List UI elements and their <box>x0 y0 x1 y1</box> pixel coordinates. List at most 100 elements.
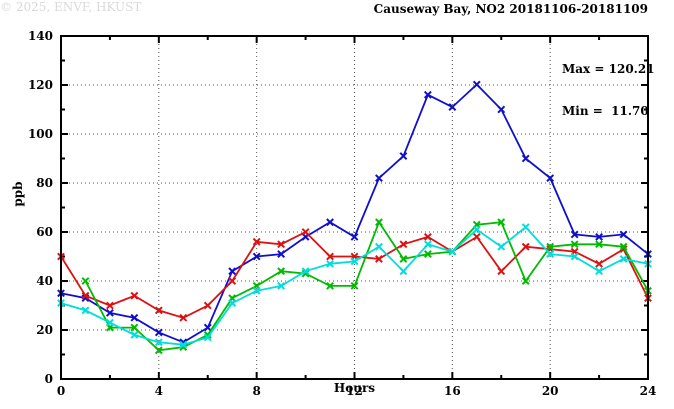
point-marker <box>399 240 408 249</box>
max-annotation: Max = 120.21 <box>562 62 655 76</box>
point-marker <box>106 301 114 310</box>
point-marker <box>301 269 310 278</box>
point-marker <box>423 250 432 258</box>
point-marker <box>277 267 286 276</box>
point-marker <box>130 291 139 300</box>
y-tick-label: 100 <box>28 127 53 141</box>
x-tick-label: 12 <box>346 384 363 398</box>
point-marker <box>154 346 163 355</box>
point-marker <box>497 105 506 114</box>
x-tick-label: 8 <box>252 384 260 398</box>
point-marker <box>130 323 139 332</box>
point-marker <box>521 242 530 251</box>
chart-title: Causeway Bay, NO2 20181106-20181109 <box>373 2 648 16</box>
point-marker <box>154 328 163 337</box>
point-marker <box>399 152 408 160</box>
point-marker <box>375 218 383 227</box>
y-tick-label: 20 <box>36 323 53 337</box>
point-marker <box>448 103 457 111</box>
point-marker <box>203 333 212 342</box>
point-marker <box>252 237 261 246</box>
point-marker <box>81 291 90 300</box>
max-min-annotation: Max = 120.21 Min = 11.70 <box>562 34 655 146</box>
point-marker <box>326 252 334 261</box>
x-tick-label: 16 <box>444 384 461 398</box>
point-marker <box>179 340 188 349</box>
point-marker <box>423 232 432 241</box>
watermark: © 2025, ENVF, HKUST <box>0 0 142 14</box>
point-marker <box>472 80 481 89</box>
point-marker <box>595 259 603 268</box>
point-marker <box>130 330 139 339</box>
point-marker <box>277 281 286 290</box>
point-marker <box>375 255 383 263</box>
point-marker <box>130 313 139 322</box>
point-marker <box>301 267 310 276</box>
point-marker <box>252 252 261 261</box>
green-line-markers <box>81 218 652 355</box>
point-marker <box>301 228 310 236</box>
y-tick-label: 0 <box>45 372 53 386</box>
min-annotation: Min = 11.70 <box>562 104 649 118</box>
point-marker <box>203 330 212 339</box>
point-marker <box>154 306 163 315</box>
point-marker <box>521 154 530 163</box>
green-line-segment <box>84 220 649 352</box>
y-tick-label: 60 <box>36 225 53 239</box>
point-marker <box>203 323 212 332</box>
point-marker <box>399 267 408 276</box>
point-marker <box>595 240 603 249</box>
point-marker <box>595 267 603 276</box>
point-marker <box>350 232 359 241</box>
point-marker <box>546 174 555 183</box>
red-line-markers <box>57 228 652 322</box>
point-marker <box>81 306 90 315</box>
point-marker <box>154 338 163 347</box>
y-tick-label: 40 <box>36 274 53 288</box>
point-marker <box>619 245 628 254</box>
point-marker <box>497 218 506 227</box>
point-marker <box>106 308 114 317</box>
point-marker <box>277 250 286 258</box>
point-marker <box>546 250 555 258</box>
point-marker <box>326 259 334 268</box>
point-marker <box>399 255 408 263</box>
y-tick-label: 80 <box>36 176 53 190</box>
point-marker <box>350 281 359 290</box>
tick-labels: 0 20 40 60 80 100 120 140 0 4 8 12 16 20 24 <box>28 29 656 398</box>
point-marker <box>521 223 530 232</box>
point-marker <box>375 242 383 251</box>
point-marker <box>595 232 603 241</box>
point-marker <box>326 281 334 290</box>
y-tick-label: 140 <box>28 29 53 43</box>
point-marker <box>277 240 286 249</box>
point-marker <box>472 225 481 234</box>
line-plot-canvas: 0 20 40 60 80 100 120 140 0 4 8 12 16 20 24 <box>28 29 656 398</box>
point-marker <box>570 240 579 249</box>
point-marker <box>326 218 334 227</box>
point-marker <box>521 277 530 285</box>
point-marker <box>228 299 237 307</box>
y-tick-label: 120 <box>28 78 53 92</box>
point-marker <box>619 255 628 263</box>
x-axis-label: Hours <box>333 381 376 395</box>
blue-line-markers <box>57 80 652 347</box>
point-marker <box>350 257 359 266</box>
point-marker <box>252 286 261 295</box>
point-marker <box>619 230 628 239</box>
point-marker <box>448 247 457 256</box>
point-marker <box>423 240 432 249</box>
y-axis-label: ppb <box>11 181 25 207</box>
plot-border <box>60 35 649 380</box>
point-marker <box>472 232 481 241</box>
point-marker <box>570 252 579 261</box>
point-marker <box>497 242 506 251</box>
point-marker <box>106 318 114 327</box>
point-marker <box>179 343 188 352</box>
point-marker <box>179 313 188 322</box>
x-tick-label: 4 <box>155 384 163 398</box>
point-marker <box>203 301 212 310</box>
x-tick-label: 0 <box>57 384 65 398</box>
x-tick-label: 24 <box>640 384 657 398</box>
